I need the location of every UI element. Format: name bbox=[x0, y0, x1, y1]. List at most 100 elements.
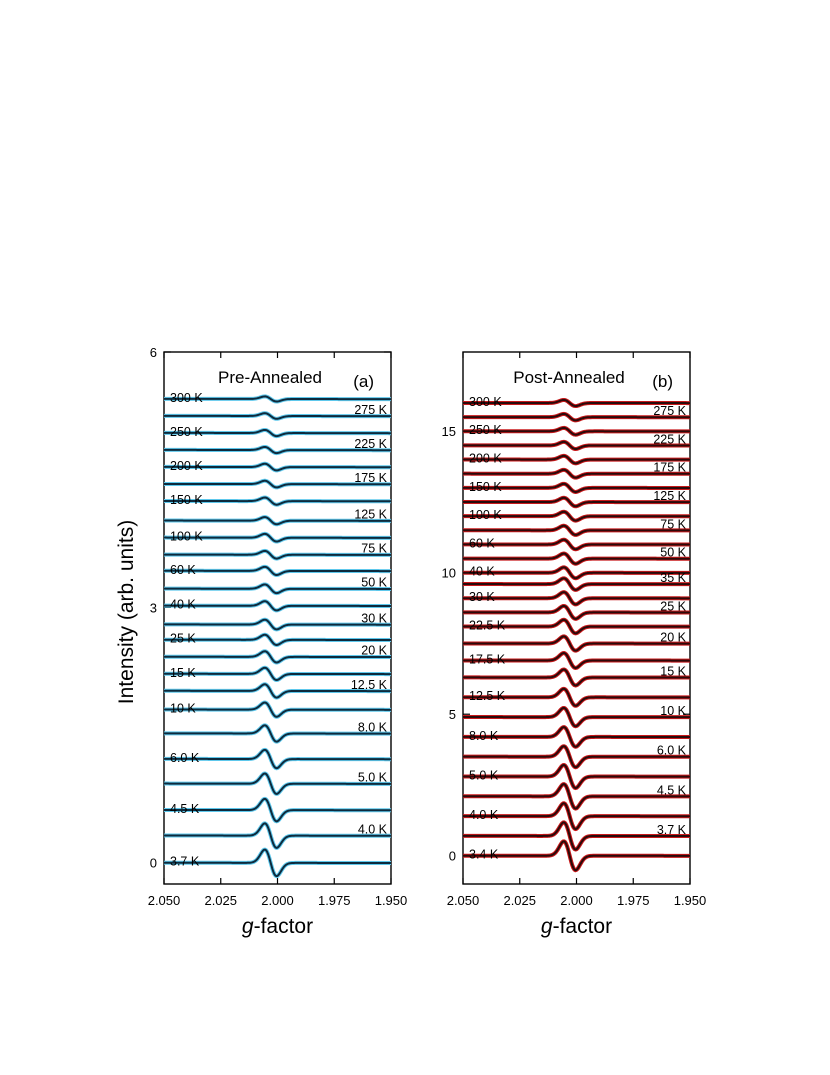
x-tick-label: 2.025 bbox=[503, 893, 536, 908]
temperature-label: 175 K bbox=[653, 461, 686, 475]
spectrum-line bbox=[463, 496, 690, 508]
panel-letter: (b) bbox=[652, 372, 673, 391]
x-axis-title-rest: -factor bbox=[553, 915, 613, 938]
spectrum-line bbox=[463, 468, 690, 479]
spectrum-line bbox=[163, 583, 392, 595]
panel-a: 2.050 2.025 2.000 1.975 1.950 0 3 6 3.7 K 4.0 K 4.… bbox=[148, 345, 408, 938]
temperature-label: 3.7 K bbox=[657, 823, 687, 837]
x-axis-title-rest: -factor bbox=[254, 915, 314, 938]
spectrum-line bbox=[163, 748, 391, 770]
temperature-label: 150 K bbox=[469, 480, 502, 494]
spectrum-line bbox=[463, 591, 690, 606]
spectrum-line bbox=[463, 726, 690, 748]
temperature-label: 5.0 K bbox=[358, 771, 388, 785]
temperature-label: 25 K bbox=[660, 599, 686, 613]
temperature-label: 5.0 K bbox=[469, 768, 499, 782]
temperature-label: 4.5 K bbox=[170, 802, 200, 816]
spectrum-line bbox=[463, 764, 690, 790]
x-axis-title: g-factor bbox=[541, 915, 612, 938]
temperature-label: 200 K bbox=[170, 459, 203, 473]
spectrum-line bbox=[463, 668, 690, 687]
temperature-label: 60 K bbox=[170, 563, 196, 577]
spectrum-line bbox=[164, 496, 391, 506]
spectrum-line bbox=[164, 683, 391, 699]
spectrum-line bbox=[463, 482, 690, 493]
temperature-label: 125 K bbox=[354, 508, 387, 522]
temperature-label: 10 K bbox=[660, 704, 686, 718]
temperature-label: 300 K bbox=[469, 395, 502, 409]
spectrum-line bbox=[164, 412, 392, 420]
temperature-label: 250 K bbox=[170, 425, 203, 439]
temperature-label: 15 K bbox=[660, 664, 686, 678]
y-tick-label: 6 bbox=[150, 345, 157, 360]
spectrum-line bbox=[463, 604, 690, 620]
spectrum-line bbox=[163, 428, 391, 438]
spectrum-line bbox=[164, 549, 391, 560]
x-axis-title-italic: g bbox=[242, 915, 254, 938]
temperature-label: 100 K bbox=[469, 508, 502, 522]
spectrum-line bbox=[463, 538, 691, 551]
x-axis-title: g-factor bbox=[242, 915, 313, 938]
temperature-label: 225 K bbox=[653, 432, 686, 446]
spectrum-line bbox=[164, 445, 391, 455]
spectrum-line bbox=[463, 802, 690, 831]
panel-title: Post-Annealed bbox=[513, 368, 625, 387]
y-tick-label: 0 bbox=[449, 849, 456, 864]
spectrum-line bbox=[463, 510, 690, 522]
x-tick-label: 2.050 bbox=[447, 893, 480, 908]
spectrum-line bbox=[164, 600, 391, 612]
x-tick-label: 2.050 bbox=[148, 893, 181, 908]
spectrum-line bbox=[164, 650, 391, 664]
temperature-label: 8.0 K bbox=[469, 729, 499, 743]
x-tick-label: 1.975 bbox=[318, 893, 351, 908]
temperature-label: 150 K bbox=[170, 493, 203, 507]
temperature-label: 20 K bbox=[361, 644, 387, 658]
temperature-label: 30 K bbox=[361, 611, 387, 625]
spectrum-line bbox=[463, 635, 690, 652]
spectrum-line bbox=[463, 454, 690, 465]
temperature-label: 75 K bbox=[361, 542, 387, 556]
spectrum-line bbox=[164, 633, 391, 646]
temperature-label: 300 K bbox=[170, 391, 203, 405]
temperature-label: 12.5 K bbox=[469, 689, 506, 703]
temperature-label: 6.0 K bbox=[170, 751, 200, 765]
spectrum-line bbox=[164, 479, 391, 489]
temperature-label: 125 K bbox=[653, 489, 686, 503]
temperature-label: 225 K bbox=[354, 437, 387, 451]
spectrum-line bbox=[463, 821, 690, 851]
y-tick-label: 5 bbox=[449, 707, 456, 722]
spectrum-line bbox=[463, 706, 690, 728]
spectrum-line bbox=[463, 426, 690, 436]
spectrum-line bbox=[164, 724, 391, 743]
temperature-label: 4.5 K bbox=[657, 783, 687, 797]
temperature-label: 75 K bbox=[660, 517, 686, 531]
temperature-label: 3.7 K bbox=[170, 855, 200, 869]
spectrum-line bbox=[463, 840, 690, 872]
temperature-label: 6.0 K bbox=[657, 744, 687, 758]
temperature-label: 175 K bbox=[354, 471, 387, 485]
y-tick-label: 10 bbox=[442, 566, 456, 581]
spectrum-line bbox=[463, 618, 690, 635]
spectrum-line bbox=[164, 395, 391, 403]
temperature-label: 17.5 K bbox=[469, 652, 506, 666]
spectrum-line bbox=[463, 745, 690, 769]
spectrum-line bbox=[164, 462, 391, 472]
x-tick-label: 1.975 bbox=[617, 893, 650, 908]
temperature-label: 250 K bbox=[469, 423, 502, 437]
x-tick-label: 2.025 bbox=[204, 893, 237, 908]
spectrum-line bbox=[164, 772, 391, 795]
temperature-label: 22.5 K bbox=[469, 618, 506, 632]
temperature-label: 30 K bbox=[469, 590, 495, 604]
temperature-label: 10 K bbox=[170, 702, 196, 716]
spectrum-line bbox=[164, 797, 392, 823]
spectrum-line bbox=[164, 848, 391, 878]
y-tick-label: 3 bbox=[150, 600, 157, 615]
temperature-label: 12.5 K bbox=[351, 678, 388, 692]
spectrum-line bbox=[463, 566, 690, 580]
x-tick-label: 2.000 bbox=[261, 893, 294, 908]
y-tick-label: 0 bbox=[150, 856, 157, 871]
spectrum-line bbox=[463, 577, 690, 591]
spectrum-line bbox=[163, 701, 391, 718]
temperature-label: 275 K bbox=[653, 404, 686, 418]
temperature-label: 50 K bbox=[660, 546, 686, 560]
